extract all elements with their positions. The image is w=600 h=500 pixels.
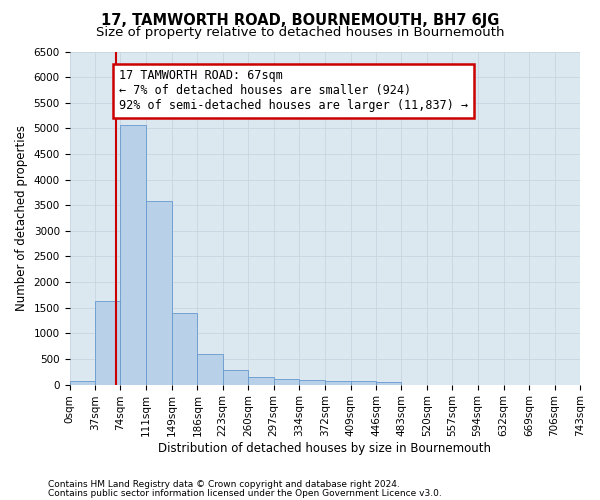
Bar: [325, 381, 350, 384]
Bar: [197, 354, 223, 384]
Bar: [223, 370, 248, 384]
Text: Contains HM Land Registry data © Crown copyright and database right 2024.: Contains HM Land Registry data © Crown c…: [48, 480, 400, 489]
Bar: [146, 201, 172, 384]
Bar: [70, 381, 95, 384]
Text: Contains public sector information licensed under the Open Government Licence v3: Contains public sector information licen…: [48, 489, 442, 498]
Bar: [95, 300, 121, 384]
Bar: [248, 377, 274, 384]
Bar: [172, 314, 197, 384]
Bar: [376, 382, 401, 384]
Bar: [350, 382, 376, 384]
Bar: [299, 380, 325, 384]
X-axis label: Distribution of detached houses by size in Bournemouth: Distribution of detached houses by size …: [158, 442, 491, 455]
Text: 17, TAMWORTH ROAD, BOURNEMOUTH, BH7 6JG: 17, TAMWORTH ROAD, BOURNEMOUTH, BH7 6JG: [101, 12, 499, 28]
Bar: [274, 378, 299, 384]
Text: 17 TAMWORTH ROAD: 67sqm
← 7% of detached houses are smaller (924)
92% of semi-de: 17 TAMWORTH ROAD: 67sqm ← 7% of detached…: [119, 70, 468, 112]
Y-axis label: Number of detached properties: Number of detached properties: [15, 125, 28, 311]
Text: Size of property relative to detached houses in Bournemouth: Size of property relative to detached ho…: [96, 26, 504, 39]
Bar: [121, 125, 146, 384]
